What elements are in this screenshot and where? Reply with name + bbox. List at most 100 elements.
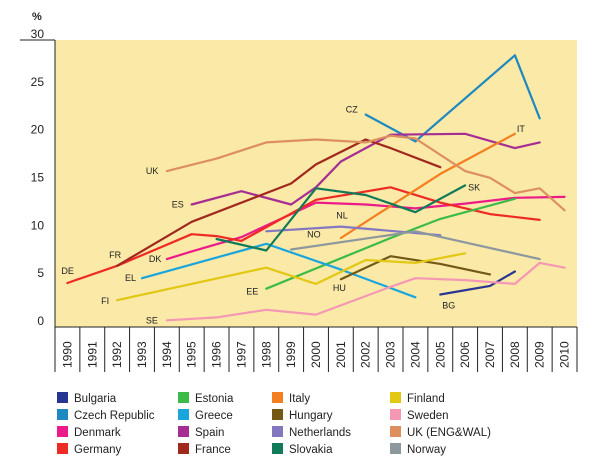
x-tick-label: 2010 [558,341,572,368]
series-label-ee: EE [246,287,258,297]
y-tick-label: 30 [31,27,45,41]
legend-swatch [390,409,401,420]
legend-item-dk: Denmark [57,426,121,439]
legend-swatch [272,426,283,437]
legend-label: Norway [407,444,446,456]
series-label-es: ES [172,200,184,210]
legend-swatch [272,409,283,420]
y-axis-unit-label: % [32,11,42,23]
legend-label: Spain [195,427,224,439]
x-tick-label: 1997 [234,341,248,368]
x-tick-label: 2002 [359,341,373,368]
x-tick-label: 2008 [508,341,522,368]
series-label-bg: BG [442,300,455,310]
series-line-se [165,261,566,322]
legend-item-no: Norway [390,443,446,456]
y-tick-label: 0 [37,314,44,328]
legend-item-nl: Netherlands [272,426,351,439]
series-label-el: EL [125,273,136,283]
legend-item-se: Sweden [390,409,449,422]
x-tick-label: 2005 [433,341,447,368]
legend-swatch [57,409,68,420]
legend-label: Denmark [74,427,121,439]
legend-swatch [390,426,401,437]
legend-item-fi: Finland [390,392,445,405]
x-tick-label: 2000 [309,341,323,368]
legend-label: Finland [407,393,445,405]
legend-item-hu: Hungary [272,409,333,422]
series-label-de: DE [61,266,74,276]
x-tick-label: 1993 [135,341,149,368]
legend-label: Netherlands [289,427,351,439]
legend-swatch [390,443,401,454]
legend-item-uk: UK (ENG&WAL) [390,426,491,439]
x-tick-label: 1999 [284,341,298,368]
legend-label: Slovakia [289,444,333,456]
legend-swatch [57,426,68,437]
series-label-no: NO [307,230,321,240]
x-tick-label: 1995 [185,341,199,368]
series-line-el [140,242,417,299]
x-tick-label: 1992 [110,341,124,368]
legend-swatch [272,392,283,403]
legend-swatch [390,392,401,403]
series-line-hu [339,255,492,281]
y-tick-label: 20 [31,123,45,137]
legend-item-sk: Slovakia [272,443,333,456]
legend-item-it: Italy [272,392,310,405]
x-tick-label: 1998 [259,341,273,368]
series-line-it [339,132,517,240]
y-tick-label: 10 [31,218,45,232]
y-tick-label: 25 [31,75,45,89]
series-label-it: IT [517,124,526,134]
x-tick-label: 2001 [334,341,348,368]
legend-swatch [57,443,68,454]
series-line-fr [115,138,442,267]
legend-item-es: Spain [178,426,224,439]
legend-swatch [272,443,283,454]
series-label-hu: HU [333,283,346,293]
series-label-cz: CZ [346,105,358,115]
x-tick-label: 2004 [408,341,422,368]
legend-swatch [178,392,189,403]
legend-item-de: Germany [57,443,122,456]
x-tick-label: 1996 [210,341,224,368]
legend-label: Italy [289,393,310,405]
x-tick-label: 2007 [483,341,497,368]
legend-item-ee: Estonia [178,392,234,405]
y-tick-label: 5 [37,266,44,280]
legend-swatch [57,392,68,403]
y-tick-label: 15 [31,171,45,185]
series-label-sk: SK [468,182,480,192]
x-tick-label: 1990 [60,341,74,368]
series-label-fr: FR [109,250,121,260]
series-label-se: SE [146,315,158,325]
legend-label: France [195,444,231,456]
series-line-cz [364,54,541,143]
series-label-uk: UK [146,166,159,176]
x-tick-label: 2006 [458,341,472,368]
series-line-ee [265,197,517,290]
legend-item-cz: Czech Republic [57,409,155,422]
legend-swatch [178,443,189,454]
legend-label: Estonia [195,393,234,405]
legend-label: Hungary [289,410,333,422]
series-line-no [290,230,541,261]
x-tick-label: 2003 [384,341,398,368]
legend-item-fr: France [178,443,231,456]
legend-label: UK (ENG&WAL) [407,427,491,439]
legend-label: Bulgaria [74,393,117,405]
series-line-fi [115,252,467,302]
x-tick-label: 1994 [160,341,174,368]
legend-item-bg: Bulgaria [57,392,117,405]
series-line-sk [215,184,467,252]
series-line-bg [439,270,517,296]
legend-swatch [178,409,189,420]
series-line-de [66,186,541,285]
legend-label: Sweden [407,410,449,422]
series-line-uk [165,134,566,212]
series-line-dk [165,195,566,261]
legend-swatch [178,426,189,437]
